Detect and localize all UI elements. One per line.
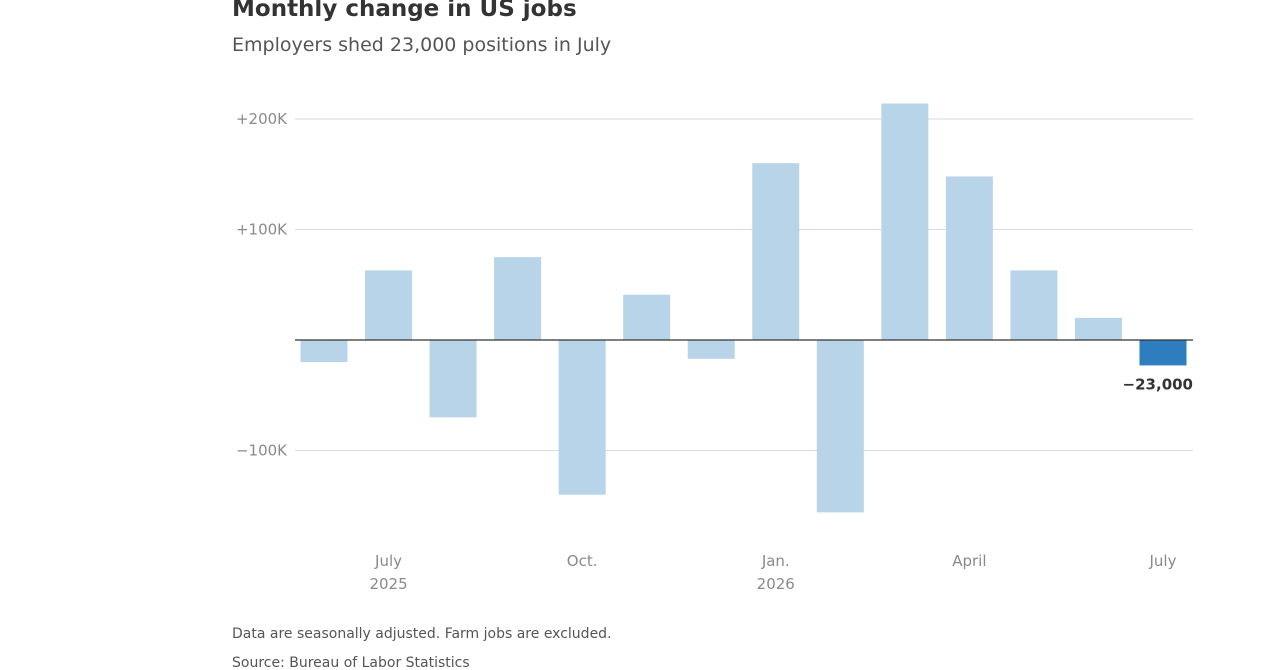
bar <box>816 340 864 513</box>
chart-subtitle: Employers shed 23,000 positions in July <box>232 34 612 56</box>
x-tick-label: April <box>952 552 986 570</box>
bar <box>1010 270 1058 340</box>
x-tick-label: Jan. <box>761 552 790 570</box>
x-tick-year-label: 2025 <box>369 575 407 593</box>
x-tick-label: Oct. <box>567 552 598 570</box>
bar-chart: +200K +100K −100K −23,000 July 2025 Oct. Jan. 20… <box>236 103 1193 593</box>
bar <box>494 257 542 340</box>
y-tick-label: −100K <box>236 442 288 460</box>
x-tick-label: July <box>1149 552 1177 570</box>
y-tick-label: +100K <box>236 221 288 239</box>
data-note: Data are seasonally adjusted. Farm jobs … <box>232 626 612 642</box>
bar <box>752 163 800 340</box>
source-note: Source: Bureau of Labor Statistics <box>232 655 470 670</box>
bar <box>687 340 735 359</box>
bar <box>881 103 929 340</box>
bar <box>623 294 671 340</box>
x-tick-label: July <box>374 552 402 570</box>
bar <box>300 340 348 363</box>
bar <box>365 270 413 340</box>
chart-title: Monthly change in US jobs <box>232 0 577 22</box>
bar <box>558 340 606 495</box>
bar-highlight <box>1139 340 1187 366</box>
data-label: −23,000 <box>1123 375 1193 393</box>
y-tick-label: +200K <box>236 110 288 128</box>
x-tick-year-label: 2026 <box>757 575 795 593</box>
bar <box>945 176 993 340</box>
bar <box>1074 317 1122 340</box>
bar <box>429 340 477 418</box>
